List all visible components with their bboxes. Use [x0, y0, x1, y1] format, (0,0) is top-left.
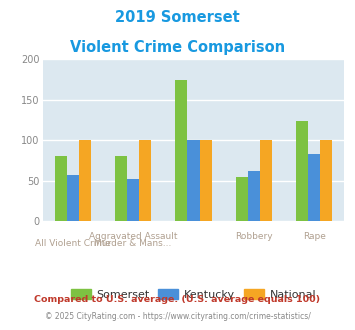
- Text: Rape: Rape: [303, 232, 326, 242]
- Text: All Violent Crime: All Violent Crime: [35, 239, 111, 248]
- Bar: [187, 140, 200, 221]
- Bar: [79, 140, 91, 221]
- Text: Aggravated Assault: Aggravated Assault: [89, 232, 178, 242]
- Bar: [200, 140, 212, 221]
- Bar: [55, 156, 67, 221]
- Bar: [236, 178, 248, 221]
- Text: Murder & Mans...: Murder & Mans...: [94, 239, 172, 248]
- Text: Violent Crime Comparison: Violent Crime Comparison: [70, 40, 285, 54]
- Bar: [260, 140, 272, 221]
- Text: Compared to U.S. average. (U.S. average equals 100): Compared to U.S. average. (U.S. average …: [34, 295, 321, 304]
- Text: 2019 Somerset: 2019 Somerset: [115, 10, 240, 25]
- Bar: [139, 140, 151, 221]
- Bar: [127, 179, 139, 221]
- Text: Robbery: Robbery: [235, 232, 273, 242]
- Bar: [175, 80, 187, 221]
- Legend: Somerset, Kentucky, National: Somerset, Kentucky, National: [71, 288, 316, 300]
- Bar: [248, 171, 260, 221]
- Bar: [296, 121, 308, 221]
- Bar: [67, 175, 79, 221]
- Text: © 2025 CityRating.com - https://www.cityrating.com/crime-statistics/: © 2025 CityRating.com - https://www.city…: [45, 312, 310, 321]
- Bar: [308, 154, 320, 221]
- Bar: [320, 140, 332, 221]
- Bar: [115, 156, 127, 221]
